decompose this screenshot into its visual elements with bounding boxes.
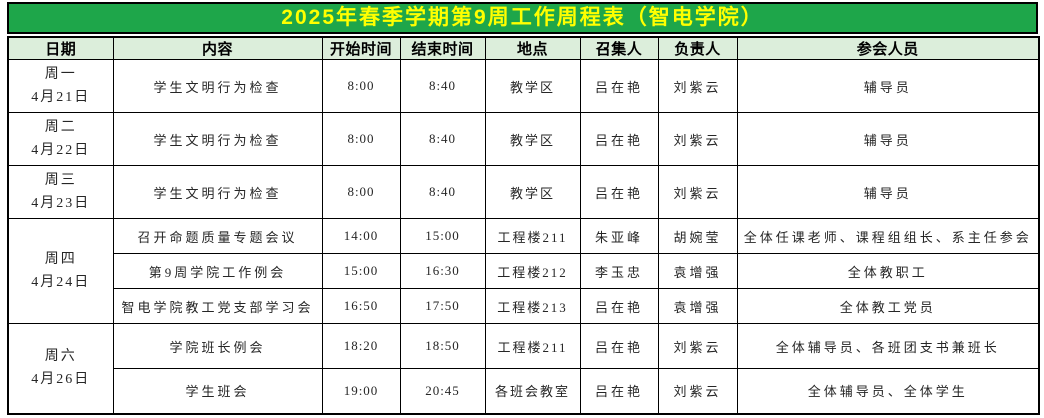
col-header-content: 内容 <box>112 36 323 60</box>
table-row: 智电学院教工党支部学习会 16:50 17:50 工程楼213 吕在艳 袁增强 全体教工党员 <box>8 288 1040 324</box>
col-header-participants: 参会人员 <box>736 36 1040 60</box>
table-body: 周一 4月21日 学生文明行为检查 8:00 8:40 教学区 吕在艳 刘紫云 辅导员 周二 4月2… <box>7 59 1040 414</box>
date-cell: 周一 4月21日 <box>7 59 114 113</box>
start-cell: 16:50 <box>321 288 401 324</box>
date-cell: 周二 4月22日 <box>7 112 114 166</box>
date-label: 4月22日 <box>31 143 91 158</box>
participants-cell: 辅导员 <box>736 165 1040 219</box>
convener-cell: 吕在艳 <box>579 165 659 219</box>
weekday-label: 周三 <box>44 172 77 188</box>
start-cell: 18:20 <box>321 323 401 369</box>
content-cell: 学生文明行为检查 <box>112 165 323 219</box>
location-cell: 工程楼212 <box>484 253 581 289</box>
table-row: 第9周学院工作例会 15:00 16:30 工程楼212 李玉忠 袁增强 全体教职工 <box>8 253 1040 289</box>
end-cell: 8:40 <box>399 59 486 113</box>
location-cell: 教学区 <box>484 112 581 166</box>
content-cell: 智电学院教工党支部学习会 <box>112 288 323 324</box>
table-row: 周三 4月23日 学生文明行为检查 8:00 8:40 教学区 吕在艳 刘紫云 辅导员 <box>7 165 1040 219</box>
col-header-convener: 召集人 <box>579 36 659 60</box>
location-cell: 教学区 <box>484 165 581 219</box>
participants-cell: 全体教工党员 <box>736 288 1040 324</box>
end-cell: 15:00 <box>399 218 486 254</box>
schedule-title: 2025年春季学期第9周工作周程表（智电学院） <box>7 2 1038 34</box>
content-cell: 学院班长例会 <box>112 323 323 369</box>
table-header: 日期 内容 开始时间 结束时间 地点 召集人 负责人 参会人员 <box>7 36 1040 60</box>
table-row: 周二 4月22日 学生文明行为检查 8:00 8:40 教学区 吕在艳 刘紫云 辅导员 <box>7 112 1040 166</box>
table-row: 学生班会 19:00 20:45 各班会教室 吕在艳 刘紫云 全体辅导员、全体学生 <box>8 368 1040 414</box>
weekday-label: 周一 <box>44 66 77 82</box>
participants-cell: 全体辅导员、各班团支书兼班长 <box>736 323 1040 369</box>
date-cell: 周六 4月26日 <box>7 323 114 414</box>
col-header-end-time: 结束时间 <box>399 36 486 60</box>
convener-cell: 吕在艳 <box>579 59 659 113</box>
start-cell: 8:00 <box>321 112 401 166</box>
convener-cell: 李玉忠 <box>579 253 659 289</box>
participants-cell: 全体辅导员、全体学生 <box>736 368 1040 414</box>
content-cell: 学生班会 <box>112 368 323 414</box>
end-cell: 17:50 <box>399 288 486 324</box>
convener-cell: 吕在艳 <box>579 288 659 324</box>
date-cell: 周三 4月23日 <box>7 165 114 219</box>
table-row: 周六 4月26日 学院班长例会 18:20 18:50 工程楼211 吕在艳 刘紫云 全体辅导员… <box>7 323 1040 414</box>
weekday-label: 周四 <box>44 251 77 267</box>
lead-cell: 袁增强 <box>657 288 738 324</box>
lead-cell: 刘紫云 <box>657 59 738 113</box>
date-label: 4月21日 <box>31 90 91 105</box>
end-cell: 8:40 <box>399 112 486 166</box>
participants-cell: 全体教职工 <box>736 253 1040 289</box>
lead-cell: 刘紫云 <box>657 368 738 414</box>
schedule-table: 日期 内容 开始时间 结束时间 地点 召集人 负责人 参会人员 周一 4月21日 学生文明行为检查… <box>7 36 1040 415</box>
convener-cell: 朱亚峰 <box>579 218 659 254</box>
start-cell: 14:00 <box>321 218 401 254</box>
convener-cell: 吕在艳 <box>579 112 659 166</box>
lead-cell: 刘紫云 <box>657 112 738 166</box>
lead-cell: 胡婉莹 <box>657 218 738 254</box>
convener-cell: 吕在艳 <box>579 368 659 414</box>
end-cell: 8:40 <box>399 165 486 219</box>
date-label: 4月26日 <box>31 372 91 388</box>
start-cell: 8:00 <box>321 165 401 219</box>
location-cell: 工程楼211 <box>484 218 581 254</box>
participants-cell: 辅导员 <box>736 112 1040 166</box>
convener-cell: 吕在艳 <box>579 323 659 369</box>
content-cell: 召开命题质量专题会议 <box>112 218 323 254</box>
lead-cell: 袁增强 <box>657 253 738 289</box>
start-cell: 19:00 <box>321 368 401 414</box>
date-label: 4月24日 <box>31 275 91 290</box>
weekday-label: 周二 <box>44 119 77 135</box>
content-cell: 学生文明行为检查 <box>112 112 323 166</box>
content-cell: 学生文明行为检查 <box>112 59 323 113</box>
end-cell: 16:30 <box>399 253 486 289</box>
table-row: 周四 4月24日 召开命题质量专题会议 14:00 15:00 工程楼211 朱亚峰 胡婉莹全… <box>7 218 1040 324</box>
col-header-location: 地点 <box>484 36 581 60</box>
lead-cell: 刘紫云 <box>657 323 738 369</box>
participants-cell: 辅导员 <box>736 59 1040 113</box>
location-cell: 教学区 <box>484 59 581 113</box>
participants-cell: 全体任课老师、课程组组长、系主任参会 <box>736 218 1040 254</box>
location-cell: 各班会教室 <box>484 368 581 414</box>
weekday-label: 周六 <box>44 349 77 365</box>
location-cell: 工程楼211 <box>484 323 581 369</box>
date-cell: 周四 4月24日 <box>7 218 114 324</box>
col-header-lead: 负责人 <box>657 36 738 60</box>
start-cell: 15:00 <box>321 253 401 289</box>
table-row: 周一 4月21日 学生文明行为检查 8:00 8:40 教学区 吕在艳 刘紫云 辅导员 <box>7 59 1040 113</box>
col-header-date: 日期 <box>7 36 114 60</box>
start-cell: 8:00 <box>321 59 401 113</box>
end-cell: 20:45 <box>399 368 486 414</box>
location-cell: 工程楼213 <box>484 288 581 324</box>
header-row: 日期 内容 开始时间 结束时间 地点 召集人 负责人 参会人员 <box>7 36 1040 60</box>
content-cell: 第9周学院工作例会 <box>112 253 323 289</box>
col-header-start-time: 开始时间 <box>321 36 401 60</box>
lead-cell: 刘紫云 <box>657 165 738 219</box>
date-label: 4月23日 <box>31 196 91 211</box>
end-cell: 18:50 <box>399 323 486 369</box>
